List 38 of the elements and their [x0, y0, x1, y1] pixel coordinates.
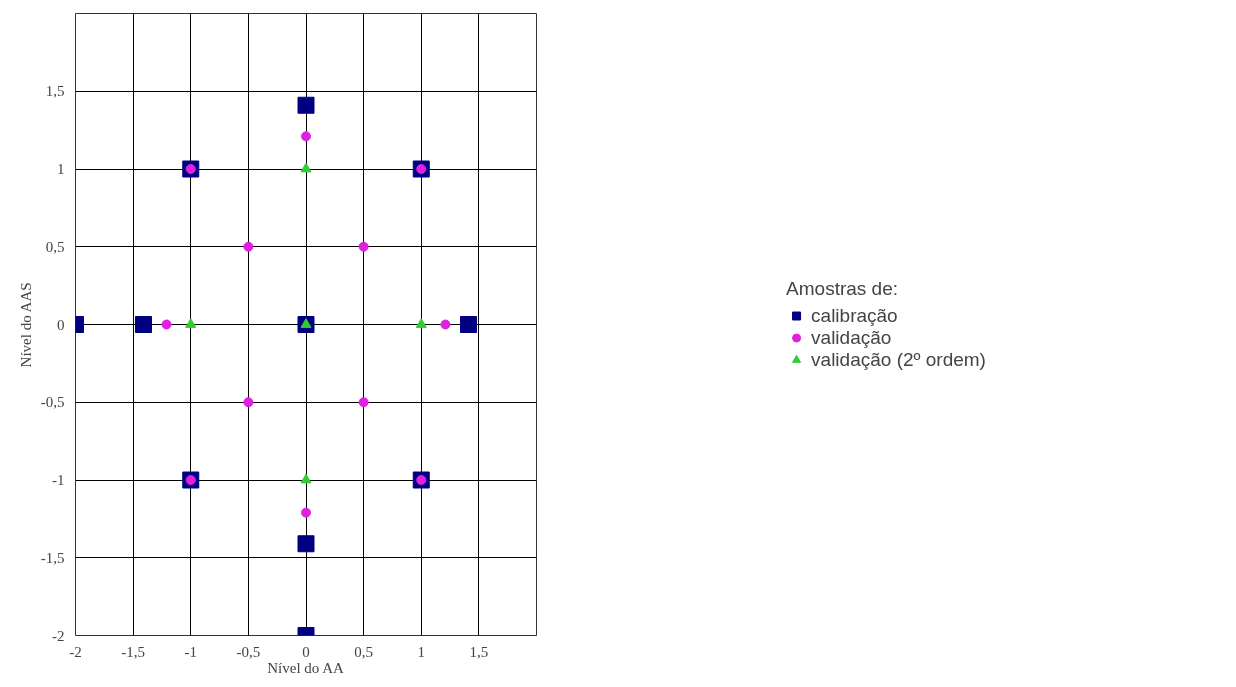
point [135, 316, 152, 333]
y-tick-label: -1,5 [40, 549, 65, 566]
point [460, 316, 477, 333]
legend-label: validação (2º ordem) [811, 348, 986, 371]
point [301, 131, 311, 142]
x-tick-label: -1,5 [121, 643, 145, 660]
point [243, 397, 254, 408]
point [297, 535, 315, 553]
point [358, 241, 369, 252]
x-tick-label: -1 [184, 643, 197, 660]
x-tick-label: 0 [302, 643, 310, 660]
legend-label: validação [811, 326, 892, 349]
x-tick-label: -0,5 [236, 643, 261, 660]
x-tick-label: 1 [417, 643, 425, 660]
point [440, 319, 451, 330]
y-tick-label: 1 [57, 161, 65, 177]
y-tick-label: 0 [57, 316, 65, 333]
point [301, 507, 311, 518]
y-tick-label: -0,5 [40, 394, 65, 411]
point [358, 397, 369, 408]
point [185, 318, 197, 328]
y-tick-label: -1 [52, 472, 65, 488]
y-axis-title: Nível do AAS [17, 282, 34, 368]
point [161, 319, 172, 330]
x-tick-label: 0,5 [354, 643, 373, 660]
point [300, 473, 312, 484]
legend-title: Amostras de: [786, 277, 899, 300]
x-tick-label: 1,5 [469, 643, 489, 660]
x-axis-title: Nível do AA [267, 659, 345, 676]
point [300, 162, 312, 173]
legend-label: calibração [811, 304, 898, 327]
y-tick-label: -2 [52, 627, 65, 644]
point [243, 241, 254, 252]
y-tick-label: 1,5 [45, 83, 65, 100]
point [297, 96, 315, 114]
y-tick-label: 0,5 [45, 238, 65, 255]
point [415, 318, 427, 328]
x-tick-label: -2 [69, 643, 82, 660]
